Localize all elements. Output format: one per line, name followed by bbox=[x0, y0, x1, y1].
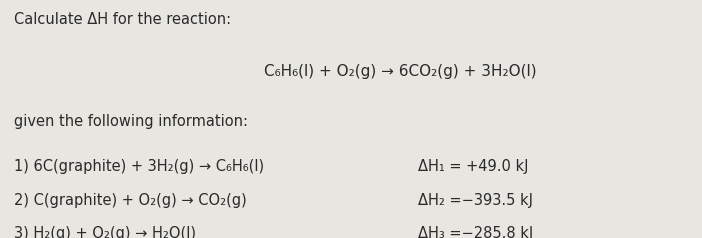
Text: given the following information:: given the following information: bbox=[14, 114, 248, 129]
Text: 2) C(graphite) + O₂(g) → CO₂(g): 2) C(graphite) + O₂(g) → CO₂(g) bbox=[14, 193, 247, 208]
Text: 1) 6C(graphite) + 3H₂(g) → C₆H₆(l): 1) 6C(graphite) + 3H₂(g) → C₆H₆(l) bbox=[14, 159, 264, 174]
Text: ΔH₃ =−285.8 kJ: ΔH₃ =−285.8 kJ bbox=[418, 226, 533, 238]
Text: C₆H₆(l) + O₂(g) → 6CO₂(g) + 3H₂O(l): C₆H₆(l) + O₂(g) → 6CO₂(g) + 3H₂O(l) bbox=[264, 64, 536, 79]
Text: 3) H₂(g) + O₂(g) → H₂O(l): 3) H₂(g) + O₂(g) → H₂O(l) bbox=[14, 226, 196, 238]
Text: ΔH₁ = +49.0 kJ: ΔH₁ = +49.0 kJ bbox=[418, 159, 528, 174]
Text: ΔH₂ =−393.5 kJ: ΔH₂ =−393.5 kJ bbox=[418, 193, 533, 208]
Text: Calculate ΔH for the reaction:: Calculate ΔH for the reaction: bbox=[14, 12, 231, 27]
